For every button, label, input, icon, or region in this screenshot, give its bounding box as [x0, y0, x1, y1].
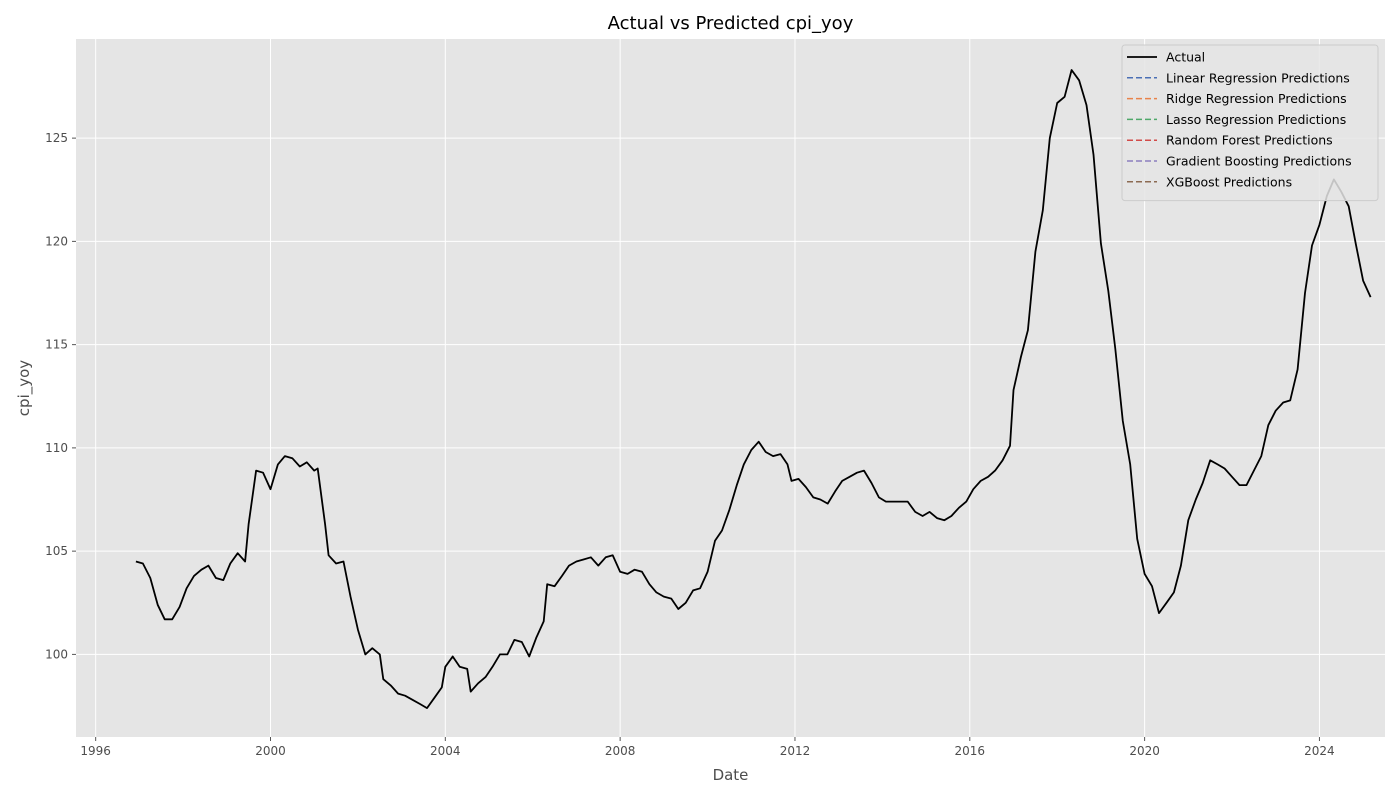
x-axis-label: Date	[713, 766, 749, 784]
legend-label: Ridge Regression Predictions	[1166, 91, 1347, 106]
chart-title: Actual vs Predicted cpi_yoy	[608, 13, 854, 34]
legend-label: Actual	[1166, 50, 1205, 65]
x-tick-label: 2024	[1304, 744, 1335, 758]
x-tick-label: 2012	[780, 744, 811, 758]
series-lines	[135, 69, 1372, 709]
grid-lines	[76, 39, 1385, 737]
legend-box	[1121, 44, 1379, 202]
series-line-actual	[135, 69, 1372, 709]
legend-label: XGBoost Predictions	[1166, 174, 1292, 189]
x-axis: 1996 2000 2004 2008 2012 2016 2020 2024	[80, 737, 1335, 758]
y-tick-label: 110	[45, 441, 68, 455]
x-tick-label: 2000	[255, 744, 286, 758]
y-axis: 100 105 110 115 120 125	[45, 131, 76, 661]
legend: Actual Linear Regression Predictions Ridge…	[1121, 44, 1379, 202]
x-tick-label: 2004	[430, 744, 461, 758]
legend-label: Lasso Regression Predictions	[1166, 112, 1346, 127]
x-tick-label: 2020	[1129, 744, 1160, 758]
y-tick-label: 120	[45, 234, 68, 248]
y-tick-label: 115	[45, 338, 68, 352]
legend-label: Linear Regression Predictions	[1166, 70, 1350, 85]
x-tick-label: 2008	[605, 744, 636, 758]
legend-label: Gradient Boosting Predictions	[1166, 154, 1352, 169]
y-tick-label: 125	[45, 131, 68, 145]
legend-label: Random Forest Predictions	[1166, 133, 1333, 148]
y-tick-label: 105	[45, 544, 68, 558]
y-axis-label: cpi_yoy	[15, 360, 34, 416]
y-tick-label: 100	[45, 647, 68, 661]
x-tick-label: 2016	[955, 744, 986, 758]
x-tick-label: 1996	[80, 744, 111, 758]
